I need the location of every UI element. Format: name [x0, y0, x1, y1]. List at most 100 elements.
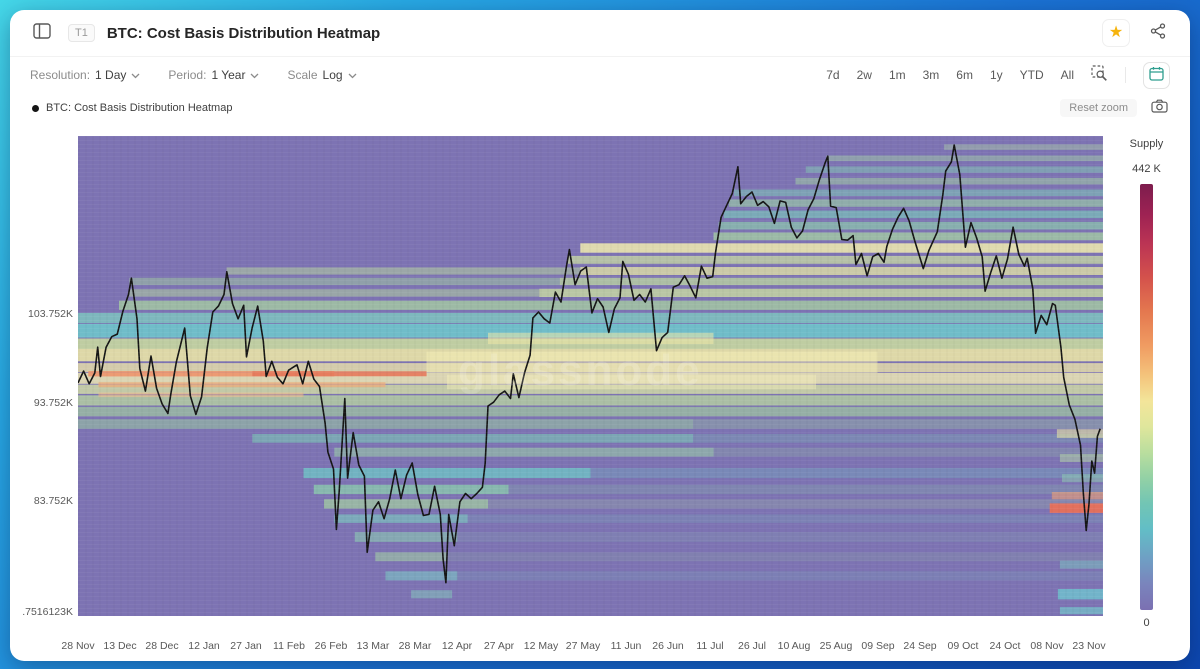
chart-area: 103.752K 93.752K 83.752K .7516123K glassnod…: [10, 136, 1190, 629]
page-title: BTC: Cost Basis Distribution Heatmap: [106, 24, 381, 42]
heatmap-band: [693, 419, 1103, 429]
heatmap-band: [88, 371, 335, 377]
range-button-6m[interactable]: 6m: [956, 68, 973, 82]
heatmap-band: [78, 312, 1103, 324]
heatmap-band: [559, 277, 1103, 286]
heatmap-band: [795, 177, 1103, 185]
x-axis-label: 27 Jan: [230, 640, 262, 652]
tier-badge: T1: [68, 24, 95, 42]
heatmap-band: [334, 514, 468, 523]
heatmap-band: [334, 447, 714, 457]
colorbar-title: Supply: [1129, 138, 1164, 150]
heatmap-band: [693, 434, 1103, 443]
screenshot-button[interactable]: [1151, 99, 1168, 118]
series-legend[interactable]: BTC: Cost Basis Distribution Heatmap: [32, 102, 232, 114]
sidebar-panel-icon: [33, 22, 51, 44]
range-button-1y[interactable]: 1y: [989, 68, 1003, 82]
star-icon: ★: [1108, 24, 1124, 41]
x-axis-label: 28 Mar: [398, 640, 432, 652]
heatmap-band: [728, 199, 1103, 207]
heatmap-band: [411, 590, 453, 599]
colorbar-panel: Supply 442 K 0: [1103, 136, 1190, 629]
colorbar-gradient: [1140, 184, 1153, 610]
chevron-down-icon: [348, 68, 357, 82]
heatmap-band: [1049, 503, 1103, 513]
heatmap-band: [488, 499, 1103, 509]
heatmap-band: [78, 384, 1103, 394]
x-axis-label: 09 Oct: [947, 640, 979, 652]
heatmap-band: [119, 300, 1103, 310]
heatmap-band: [723, 210, 1103, 219]
x-axis-label: 12 Apr: [441, 640, 473, 652]
period-dropdown[interactable]: Period: 1 Year: [168, 68, 259, 82]
heatmap-band: [467, 514, 1103, 523]
y-axis-label: 93.752K: [33, 397, 73, 409]
x-axis-label: 28 Dec: [145, 640, 179, 652]
heatmap-band: [457, 571, 1103, 581]
heatmap-band: [713, 447, 1103, 457]
heatmap-band: [713, 232, 1103, 241]
camera-icon: [1151, 99, 1168, 118]
heatmap-band: [457, 532, 1103, 542]
reset-zoom-button[interactable]: Reset zoom: [1060, 99, 1137, 117]
calendar-icon: [1149, 66, 1164, 84]
heatmap-band: [252, 434, 694, 443]
x-axis-label: 13 Mar: [356, 640, 390, 652]
heatmap-band: [580, 267, 1103, 275]
period-value: 1 Year: [211, 68, 246, 82]
share-icon: [1150, 22, 1166, 44]
colorbar-max-label: 442 K: [1132, 163, 1161, 175]
range-button-ytd[interactable]: YTD: [1019, 68, 1044, 82]
header: T1 BTC: Cost Basis Distribution Heatmap …: [10, 10, 1190, 57]
heatmap-band: [447, 374, 816, 390]
scale-dropdown[interactable]: Scale Log: [287, 68, 357, 82]
x-axis-label: 24 Oct: [989, 640, 1021, 652]
x-axis-label: 11 Jul: [696, 640, 724, 652]
x-axis-label: 11 Feb: [273, 640, 305, 652]
favorite-button[interactable]: ★: [1102, 19, 1130, 47]
x-axis-label: 27 Apr: [483, 640, 515, 652]
heatmap-band: [590, 468, 1103, 479]
x-axis-label: 23 Nov: [1072, 640, 1106, 652]
resolution-dropdown[interactable]: Resolution: 1 Day: [30, 68, 140, 82]
toolbar-divider: [1125, 67, 1126, 83]
zoom-area-button[interactable]: [1091, 65, 1108, 85]
x-axis-label: 11 Jun: [610, 640, 642, 652]
heatmap-band: [508, 484, 1103, 495]
chart-toolbar: Resolution: 1 Day Period: 1 Year Scale L…: [10, 57, 1190, 93]
heatmap-band: [78, 372, 1103, 384]
zoom-area-icon: [1091, 65, 1108, 85]
scale-label: Scale: [287, 68, 318, 82]
range-button-3m[interactable]: 3m: [922, 68, 940, 82]
sidebar-toggle-button[interactable]: [28, 19, 56, 47]
heatmap-band: [385, 571, 458, 581]
share-button[interactable]: [1144, 19, 1172, 47]
heatmap-band: [1059, 560, 1103, 569]
heatmap-band: [944, 144, 1103, 150]
x-axis-label: 26 Feb: [314, 640, 348, 652]
heatmap-plot[interactable]: glassnode: [78, 136, 1103, 616]
range-button-2w[interactable]: 2w: [856, 68, 872, 82]
heatmap-band: [252, 371, 427, 377]
x-axis: 28 Nov 13 Dec 28 Dec 12 Jan 27 Jan 11 Feb 26 F…: [61, 636, 1106, 658]
date-picker-button[interactable]: [1143, 61, 1170, 89]
heatmap-band: [78, 419, 693, 429]
x-axis-label: 12 Jan: [188, 640, 220, 652]
y-axis-label: .7516123K: [22, 606, 73, 618]
heatmap-band: [426, 351, 878, 373]
x-axis-label: 13 Dec: [103, 640, 137, 652]
heatmap-band: [1051, 492, 1103, 500]
heatmap-band: [826, 155, 1103, 162]
x-axis-label: 26 Jul: [737, 640, 767, 652]
series-dot-icon: [32, 104, 39, 112]
heatmap-band: [375, 552, 448, 562]
range-button-7d[interactable]: 7d: [826, 68, 840, 82]
range-button-all[interactable]: All: [1060, 68, 1074, 82]
range-button-1m[interactable]: 1m: [888, 68, 906, 82]
heatmap-band: [78, 323, 1103, 338]
scale-value: Log: [322, 68, 343, 82]
y-axis-label: 83.752K: [33, 495, 73, 507]
heatmap-band: [313, 484, 509, 495]
heatmap-canvas: [78, 144, 1103, 615]
x-axis-label: 28 Nov: [61, 640, 95, 652]
